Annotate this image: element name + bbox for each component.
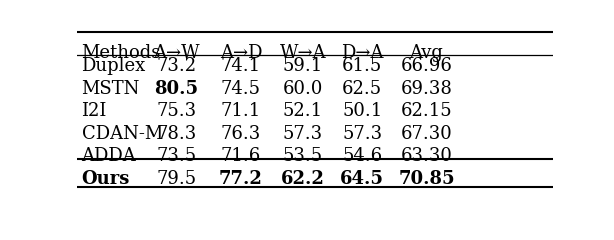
- Text: 74.1: 74.1: [221, 57, 261, 75]
- Text: I2I: I2I: [82, 102, 107, 120]
- Text: Avg: Avg: [410, 44, 443, 62]
- Text: Duplex: Duplex: [82, 57, 146, 75]
- Text: ADDA: ADDA: [82, 147, 136, 165]
- Text: 50.1: 50.1: [342, 102, 383, 120]
- Text: 76.3: 76.3: [221, 125, 261, 143]
- Text: A→W: A→W: [154, 44, 200, 62]
- Text: 52.1: 52.1: [282, 102, 323, 120]
- Text: Methods: Methods: [82, 44, 161, 62]
- Text: 70.85: 70.85: [398, 170, 455, 188]
- Text: 60.0: 60.0: [282, 80, 323, 98]
- Text: 80.5: 80.5: [155, 80, 199, 98]
- Text: 64.5: 64.5: [340, 170, 384, 188]
- Text: 67.30: 67.30: [400, 125, 453, 143]
- Text: 62.15: 62.15: [401, 102, 453, 120]
- Text: W→A: W→A: [279, 44, 326, 62]
- Text: 62.2: 62.2: [281, 170, 325, 188]
- Text: 59.1: 59.1: [282, 57, 323, 75]
- Text: 79.5: 79.5: [157, 170, 196, 188]
- Text: Ours: Ours: [82, 170, 130, 188]
- Text: 66.96: 66.96: [400, 57, 453, 75]
- Text: A→D: A→D: [220, 44, 262, 62]
- Text: D→A: D→A: [341, 44, 384, 62]
- Text: 75.3: 75.3: [157, 102, 196, 120]
- Text: 71.1: 71.1: [221, 102, 261, 120]
- Text: 73.5: 73.5: [157, 147, 196, 165]
- Text: 57.3: 57.3: [342, 125, 383, 143]
- Text: 61.5: 61.5: [342, 57, 383, 75]
- Text: 63.30: 63.30: [400, 147, 453, 165]
- Text: 54.6: 54.6: [342, 147, 383, 165]
- Text: CDAN-M: CDAN-M: [82, 125, 163, 143]
- Text: 62.5: 62.5: [342, 80, 383, 98]
- Text: 53.5: 53.5: [282, 147, 323, 165]
- Text: 74.5: 74.5: [221, 80, 261, 98]
- Text: 69.38: 69.38: [400, 80, 453, 98]
- Text: 71.6: 71.6: [221, 147, 261, 165]
- Text: MSTN: MSTN: [82, 80, 140, 98]
- Text: 73.2: 73.2: [157, 57, 196, 75]
- Text: 77.2: 77.2: [219, 170, 263, 188]
- Text: 78.3: 78.3: [157, 125, 197, 143]
- Text: 57.3: 57.3: [282, 125, 323, 143]
